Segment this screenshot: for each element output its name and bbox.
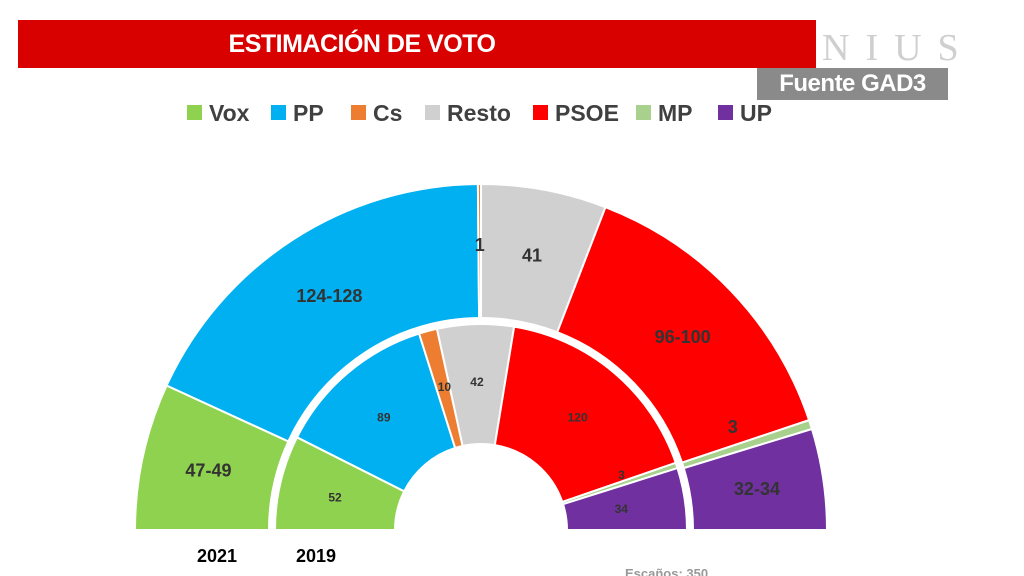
legend-label-mp: MP [658,100,693,126]
legend-label-up: UP [740,100,772,126]
label-2019-up: 34 [615,502,629,516]
slice-2019-psoe [493,325,678,504]
legend-swatch-resto [425,105,440,120]
label-2021-cs: 1 [475,235,485,255]
label-2019-pp: 89 [377,411,391,425]
outer-ring-2021 [133,182,829,531]
year-label-2019: 2019 [296,546,336,566]
legend-label-cs: Cs [373,100,402,126]
title-banner: ESTIMACIÓN DE VOTO [18,20,816,68]
legend-swatch-pp [271,105,286,120]
legend-swatch-up [718,105,733,120]
label-2021-vox: 47-49 [185,460,231,480]
slice-labels: 47-49 124-128 1 41 96-100 3 32-34 52 89 10 42 120 3 3… [185,235,780,516]
label-2019-resto: 42 [470,375,484,389]
label-2021-resto: 41 [522,246,542,266]
label-2021-pp: 124-128 [296,286,362,306]
label-2021-psoe: 96-100 [655,327,711,347]
slice-2019-up [561,466,689,531]
label-2019-cs: 10 [438,380,452,394]
slice-2019-pp [295,332,457,493]
slice-2021-pp [165,183,481,443]
year-label-2021: 2021 [197,546,237,566]
legend-swatch-mp [636,105,651,120]
legend: Vox PP Cs Resto PSOE MP UP [187,100,772,126]
chart-title: ESTIMACIÓN DE VOTO [228,29,496,58]
legend-label-vox: Vox [209,100,250,126]
legend-swatch-vox [187,105,202,120]
brand-logo: NIUS [822,27,975,69]
label-2021-mp: 3 [728,417,738,437]
legend-label-psoe: PSOE [555,100,619,126]
slice-2021-up [682,427,829,531]
label-2021-up: 32-34 [734,479,780,499]
legend-swatch-psoe [533,105,548,120]
label-2019-mp: 3 [618,468,625,482]
footnote: Escaños: 350 [625,566,708,576]
legend-label-pp: PP [293,100,324,126]
source-badge: Fuente GAD3 [757,68,948,100]
label-2019-vox: 52 [328,490,342,504]
legend-swatch-cs [351,105,366,120]
inner-ring-2019 [273,323,689,531]
legend-label-resto: Resto [447,100,511,126]
label-2019-psoe: 120 [568,410,588,424]
